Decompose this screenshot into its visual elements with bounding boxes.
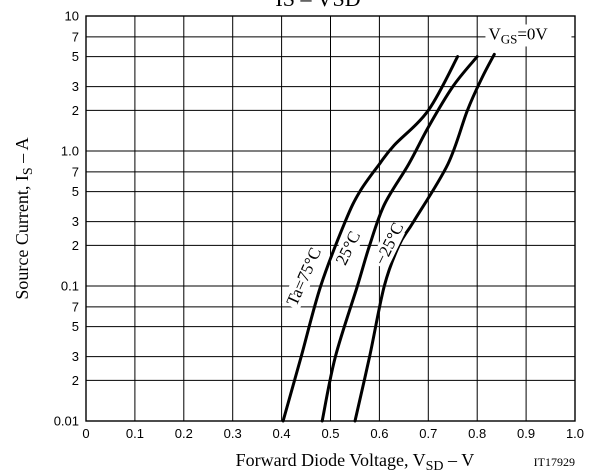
y-tick-label: 3 [72, 349, 79, 364]
series-layer: Ta=75°C 25°C −25°C [281, 52, 496, 423]
y-tick-label: 10 [65, 9, 79, 24]
y-tick-label: 2 [72, 373, 79, 388]
y-tick-label: 5 [72, 184, 79, 199]
series-name: Ta=75°C [283, 245, 325, 309]
x-tick-label: 0 [82, 426, 89, 441]
y-tick-label: 2 [72, 103, 79, 118]
x-tick-label: 0.6 [370, 426, 388, 441]
series-label-bg [281, 250, 323, 311]
figure-id: IT17929 [534, 455, 575, 469]
series-label-bg [330, 231, 363, 270]
plot-frame [85, 15, 576, 422]
grid [85, 15, 576, 422]
series-line-0 [281, 55, 460, 423]
series-name: 25°C [332, 228, 364, 268]
y-axis-label: Source Current, IS – A [12, 137, 36, 299]
x-tick-label: 0.5 [321, 426, 339, 441]
x-tick-label: 0.7 [419, 426, 437, 441]
x-tick-label: 0.8 [468, 426, 486, 441]
y-tick-label: 7 [72, 164, 79, 179]
chart-title: IS – VSD [275, 0, 360, 11]
y-tick-label: 5 [72, 319, 79, 334]
x-tick-label: 1.0 [566, 426, 584, 441]
y-tick-label: 2 [72, 238, 79, 253]
x-tick-label: 0.1 [126, 426, 144, 441]
y-tick-label: 7 [72, 29, 79, 44]
y-tick-label: 1.0 [61, 144, 79, 159]
x-tick-label: 0.2 [175, 426, 193, 441]
y-tick-label: 5 [72, 49, 79, 64]
x-axis-label: Forward Diode Voltage, VSD – V [236, 450, 475, 474]
y-tick-label: 3 [72, 214, 79, 229]
condition-label-bg [485, 24, 572, 47]
tick-labels: 0 0.1 0.2 0.3 0.4 0.5 0.6 0.7 0.8 0.9 1.0 10 7 5 3 2 1.0… [54, 9, 584, 442]
x-tick-label: 0.3 [224, 426, 242, 441]
y-tick-label: 0.01 [54, 414, 79, 429]
series-label-0: Ta=75°C [281, 245, 325, 311]
series-line-2 [353, 52, 496, 423]
y-tick-label: 0.1 [61, 279, 79, 294]
y-tick-label: 7 [72, 299, 79, 314]
condition-label: VGS=0V [488, 24, 548, 46]
y-tick-label: 3 [72, 79, 79, 94]
series-label-1: 25°C [330, 228, 364, 270]
x-tick-label: 0.4 [273, 426, 291, 441]
series-label-bg [369, 224, 405, 270]
x-tick-label: 0.9 [517, 426, 535, 441]
series-line-1 [320, 55, 479, 423]
